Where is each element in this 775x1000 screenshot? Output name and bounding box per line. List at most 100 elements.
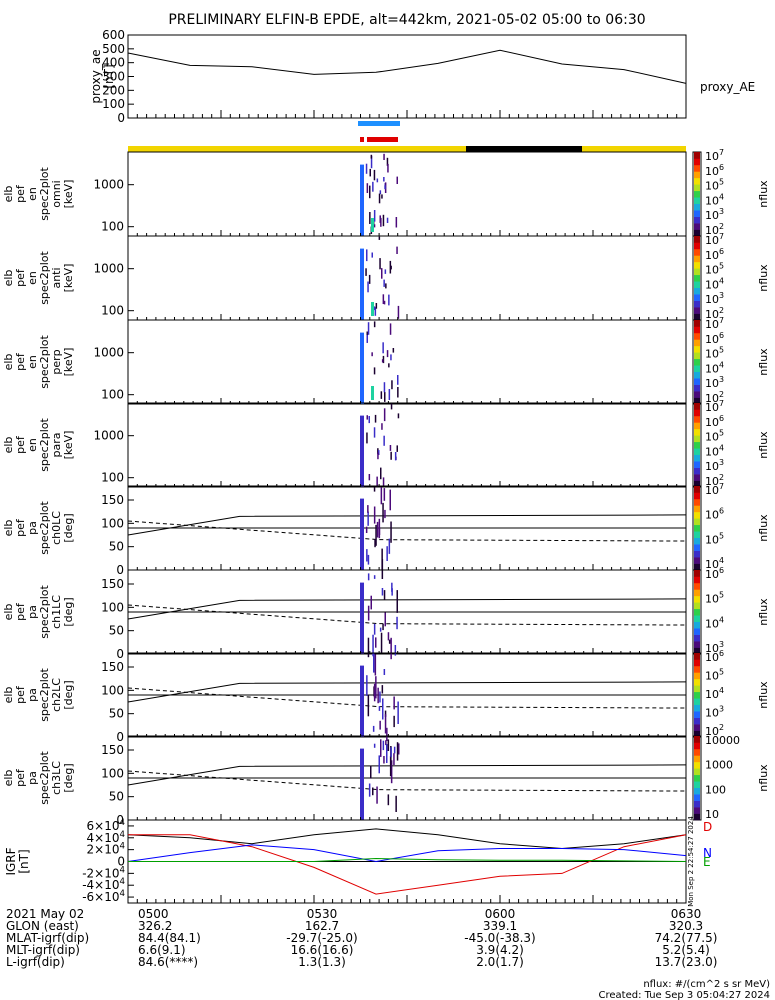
colorbar-segment: [694, 268, 700, 276]
data-cell: [379, 691, 381, 703]
data-cell: [378, 236, 381, 240]
data-cell: [388, 294, 390, 306]
footer-row-label: MLT-igrf(dip): [6, 943, 80, 957]
data-cell: [383, 408, 386, 422]
data-cell: [384, 509, 386, 519]
data-cell: [367, 573, 370, 581]
data-cell: [370, 765, 372, 779]
data-column: [360, 164, 364, 236]
colorbar-segment: [694, 358, 700, 366]
data-cell: [368, 474, 371, 481]
data-cell: [373, 169, 376, 181]
colorbar-label: nflux: [757, 431, 770, 459]
data-cell: [397, 387, 399, 398]
colorbar-segment: [694, 190, 700, 198]
ae-series-name: proxy_AE: [700, 80, 755, 94]
colorbar-segment: [694, 461, 700, 468]
footer-value: 0630: [671, 907, 702, 921]
data-cell: [381, 359, 384, 363]
data-cell: [394, 645, 397, 656]
igrf-tick-label: 2×104: [87, 842, 125, 857]
igrf-tick-label: -4×104: [82, 877, 125, 892]
data-cell: [396, 176, 398, 184]
panel-frame: [127, 319, 687, 405]
ae-tick-label: 300: [102, 70, 125, 84]
colorbar-tick-label: 103: [705, 291, 724, 306]
colorbar-segment: [694, 480, 700, 488]
colorbar-tick-label: 104: [705, 360, 724, 375]
colorbar-tick-label: 104: [705, 556, 724, 571]
y-tick-label: 100: [101, 516, 124, 530]
colorbar-segment: [694, 313, 700, 321]
data-cell: [397, 701, 399, 724]
data-cell: [366, 675, 368, 696]
colorbar-segment: [694, 492, 700, 500]
ae-tick-label: 600: [102, 28, 125, 42]
data-cell: [388, 639, 391, 644]
colorbar-segment: [694, 647, 700, 655]
data-cell: [387, 794, 390, 806]
data-cell: [375, 524, 377, 546]
loss-cone-line: [127, 514, 687, 536]
colorbar-segment: [694, 294, 700, 301]
colorbar-tick-label: 105: [705, 531, 724, 546]
data-cell: [384, 612, 386, 627]
colorbar-segment: [694, 326, 700, 334]
data-cell: [378, 518, 381, 539]
data-cell: [386, 744, 388, 763]
igrf-legend-E: E: [703, 855, 711, 869]
colorbar-segment: [694, 332, 700, 340]
colorbar-tick-label: 10: [705, 808, 719, 821]
colorbar-tick-label: 103: [705, 640, 724, 655]
data-cell: [386, 727, 388, 741]
colorbar-tick-label: 104: [705, 615, 724, 630]
data-cell: [396, 590, 398, 613]
data-cell: [385, 283, 387, 289]
colorbar-segment: [694, 787, 700, 795]
data-cell: [382, 214, 385, 227]
y-tick-label: 100: [101, 388, 124, 402]
data-cell: [381, 559, 384, 579]
colorbar-segment: [694, 498, 700, 506]
data-cell: [390, 354, 392, 361]
data-cell: [383, 590, 386, 600]
data-cell: [371, 218, 374, 232]
colorbar-segment: [694, 659, 700, 667]
colorbar-segment: [694, 300, 700, 308]
data-cell: [383, 153, 385, 160]
data-cell: [383, 756, 385, 764]
data-cell: [387, 163, 389, 173]
data-cell: [365, 526, 368, 533]
data-cell: [367, 511, 369, 526]
colorbar-tick-label: 106: [705, 163, 724, 178]
anti-loss-cone-line: [127, 604, 687, 626]
igrf-series-N: [127, 844, 687, 863]
colorbar-label: nflux: [757, 764, 770, 792]
data-cell: [373, 575, 376, 579]
colorbar-tick-label: 103: [705, 705, 724, 720]
ae-series-line: [127, 49, 687, 84]
footer-value: 5.2(5.4): [662, 943, 710, 957]
data-cell: [379, 720, 381, 730]
colorbar-segment: [694, 570, 700, 577]
colorbar-tick-label: 102: [705, 473, 724, 488]
data-cell: [390, 521, 392, 543]
colorbar-tick-label: 104: [705, 276, 724, 291]
colorbar-tick-label: 105: [705, 429, 724, 444]
panel-ylabel: elbpefpaspec2plotch2LC[deg]: [2, 668, 75, 722]
data-cell: [367, 281, 369, 293]
panel-ylabel: elbpefpaspec2plotch0LC[deg]: [2, 501, 75, 555]
y-tick-label: 1000: [93, 346, 124, 360]
data-cell: [375, 676, 377, 699]
footer-value: 0600: [485, 907, 516, 921]
data-cell: [380, 739, 382, 757]
data-cell: [382, 698, 384, 720]
anti-loss-cone-line: [127, 770, 687, 792]
colorbar-tick-label: 104: [705, 192, 724, 207]
colorbar-segment: [694, 641, 700, 648]
data-cell: [372, 787, 374, 796]
data-cell: [390, 760, 393, 784]
y-tick-label: 0: [116, 813, 124, 827]
red-marker-short: [360, 137, 364, 142]
footer-value: 84.4(84.1): [138, 931, 201, 945]
